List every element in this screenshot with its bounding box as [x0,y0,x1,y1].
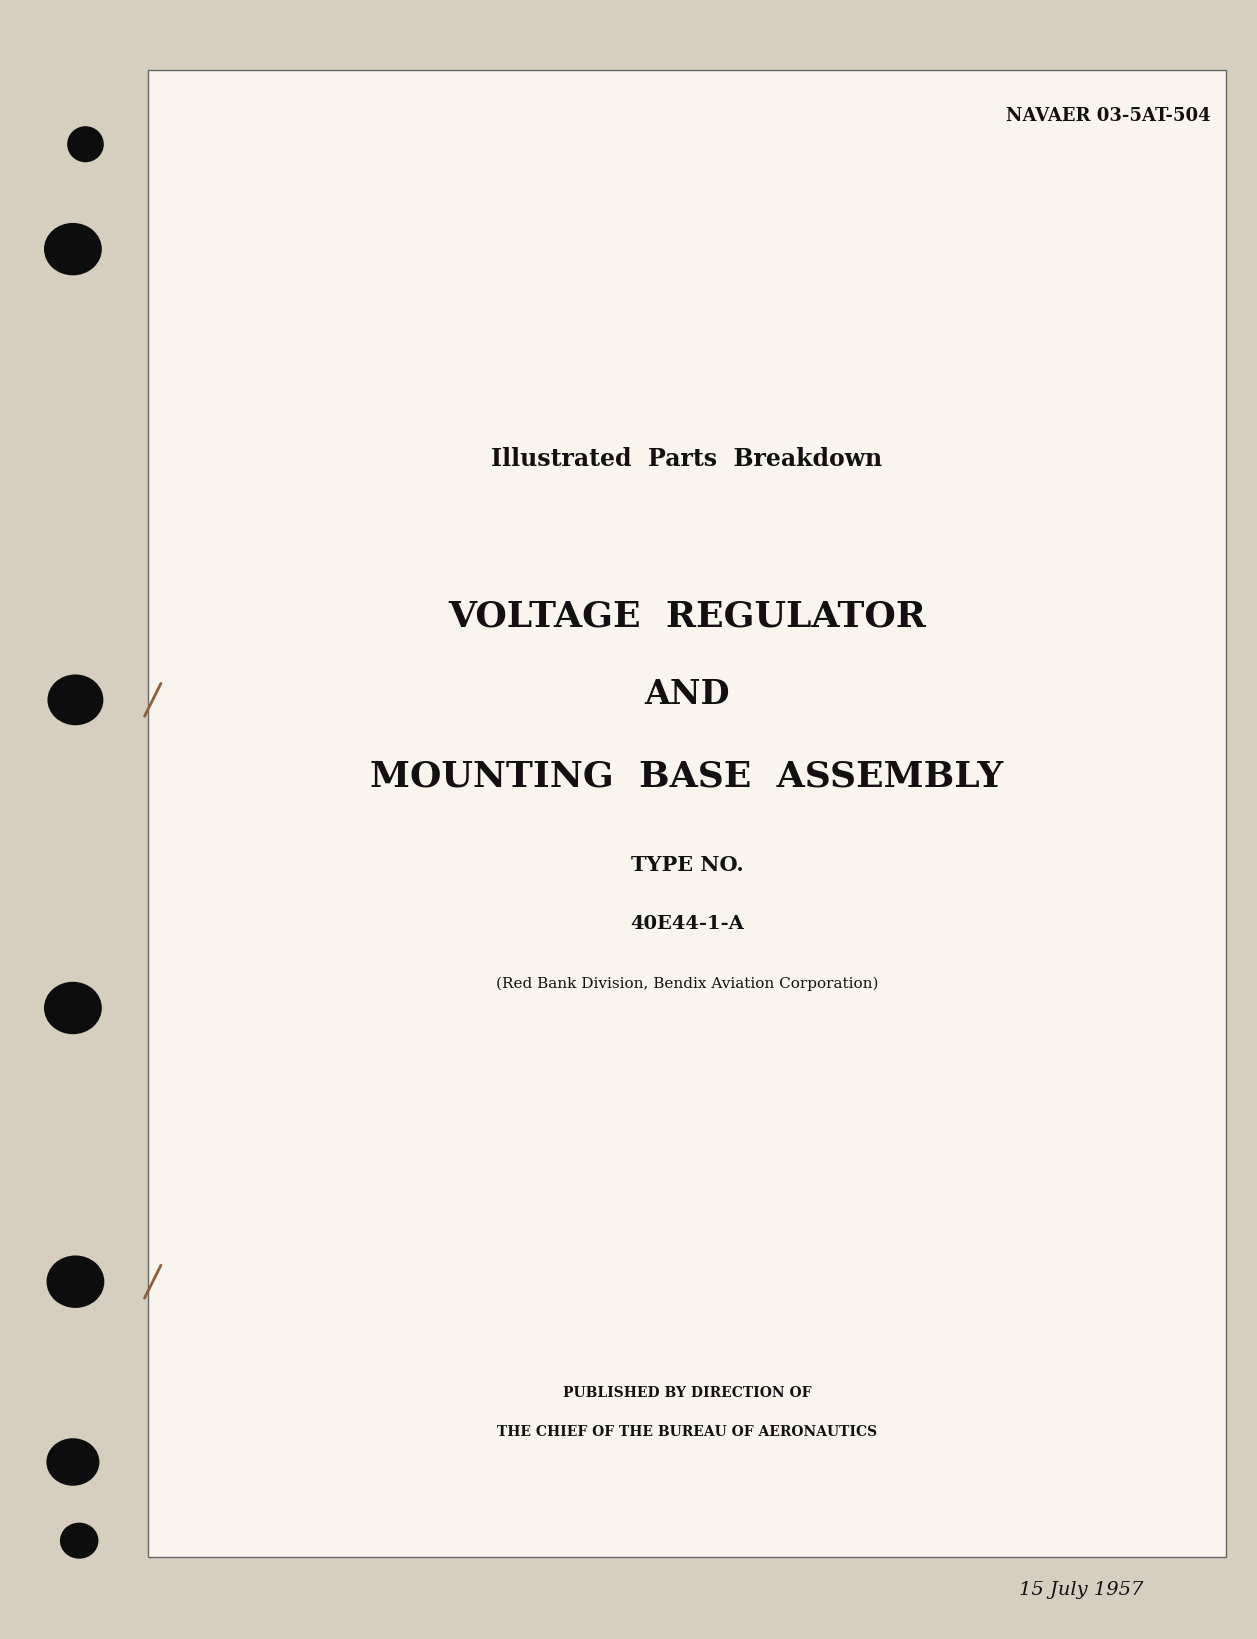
Ellipse shape [47,1439,99,1485]
Ellipse shape [44,223,102,275]
FancyBboxPatch shape [148,70,1226,1557]
Ellipse shape [67,126,104,162]
Ellipse shape [47,1255,104,1308]
Text: NAVAER 03-5AT-504: NAVAER 03-5AT-504 [1006,107,1210,125]
Text: (Red Bank Division, Bendix Aviation Corporation): (Red Bank Division, Bendix Aviation Corp… [495,977,879,990]
Text: Illustrated  Parts  Breakdown: Illustrated Parts Breakdown [491,447,882,470]
Text: MOUNTING  BASE  ASSEMBLY: MOUNTING BASE ASSEMBLY [371,760,1003,793]
Ellipse shape [48,675,103,724]
Ellipse shape [60,1523,98,1559]
Ellipse shape [44,982,102,1034]
Text: PUBLISHED BY DIRECTION OF: PUBLISHED BY DIRECTION OF [563,1387,811,1400]
Text: AND: AND [644,679,730,711]
Text: TYPE NO.: TYPE NO. [631,856,743,875]
Text: THE CHIEF OF THE BUREAU OF AERONAUTICS: THE CHIEF OF THE BUREAU OF AERONAUTICS [497,1426,877,1439]
Text: 15 July 1957: 15 July 1957 [1019,1582,1143,1598]
Text: VOLTAGE  REGULATOR: VOLTAGE REGULATOR [447,600,926,633]
Text: 40E44-1-A: 40E44-1-A [630,916,744,933]
